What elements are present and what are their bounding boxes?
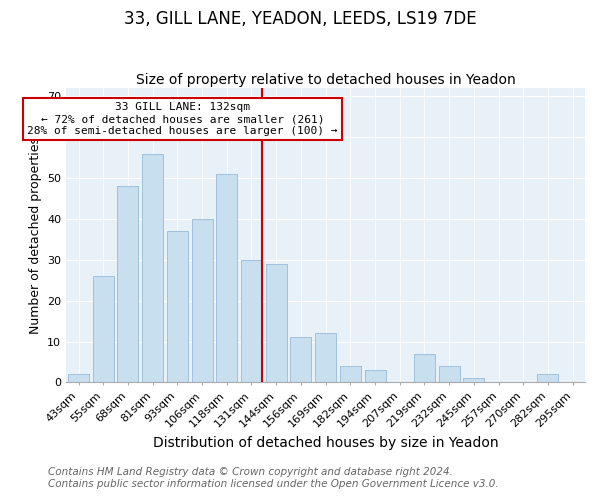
Bar bbox=[142, 154, 163, 382]
Bar bbox=[414, 354, 435, 382]
Bar bbox=[93, 276, 114, 382]
Bar bbox=[290, 338, 311, 382]
Bar bbox=[241, 260, 262, 382]
Bar bbox=[216, 174, 237, 382]
Text: 33 GILL LANE: 132sqm
← 72% of detached houses are smaller (261)
28% of semi-deta: 33 GILL LANE: 132sqm ← 72% of detached h… bbox=[27, 102, 338, 136]
Bar bbox=[167, 231, 188, 382]
Bar bbox=[340, 366, 361, 382]
Bar bbox=[315, 334, 336, 382]
Y-axis label: Number of detached properties: Number of detached properties bbox=[29, 137, 41, 334]
Text: 33, GILL LANE, YEADON, LEEDS, LS19 7DE: 33, GILL LANE, YEADON, LEEDS, LS19 7DE bbox=[124, 10, 476, 28]
Bar bbox=[266, 264, 287, 382]
Bar bbox=[538, 374, 559, 382]
X-axis label: Distribution of detached houses by size in Yeadon: Distribution of detached houses by size … bbox=[153, 436, 499, 450]
Bar bbox=[365, 370, 386, 382]
Bar bbox=[191, 219, 212, 382]
Title: Size of property relative to detached houses in Yeadon: Size of property relative to detached ho… bbox=[136, 73, 515, 87]
Text: Contains HM Land Registry data © Crown copyright and database right 2024.
Contai: Contains HM Land Registry data © Crown c… bbox=[48, 468, 499, 489]
Bar bbox=[68, 374, 89, 382]
Bar bbox=[118, 186, 139, 382]
Bar bbox=[439, 366, 460, 382]
Bar bbox=[463, 378, 484, 382]
